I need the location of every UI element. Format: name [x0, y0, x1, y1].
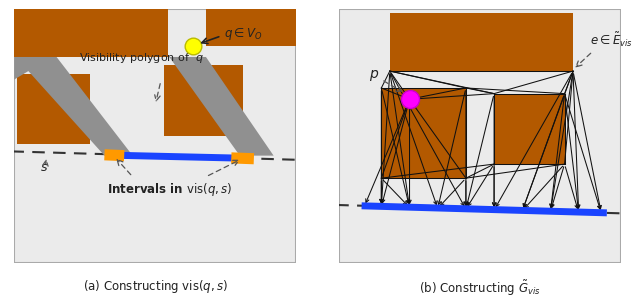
- Bar: [206, 8, 299, 46]
- Bar: [381, 88, 466, 178]
- Bar: [494, 94, 564, 164]
- Polygon shape: [14, 57, 132, 156]
- Text: (a) Constructing $\mathrm{vis}(q, s)$: (a) Constructing $\mathrm{vis}(q, s)$: [83, 278, 228, 295]
- Text: $q \in V_O$: $q \in V_O$: [224, 27, 263, 42]
- Bar: [164, 66, 243, 136]
- Text: Intervals in $\mathrm{vis}(q,s)$: Intervals in $\mathrm{vis}(q,s)$: [107, 181, 232, 198]
- Text: $p$: $p$: [369, 68, 379, 83]
- Polygon shape: [170, 57, 273, 156]
- Text: $e \in \tilde{E}_{vis}$: $e \in \tilde{E}_{vis}$: [590, 31, 633, 49]
- Bar: [13, 8, 168, 57]
- Bar: [17, 74, 90, 144]
- Text: (b) Constructing $\tilde{G}_{vis}$: (b) Constructing $\tilde{G}_{vis}$: [419, 278, 541, 297]
- Text: Visibility polygon of  $q$: Visibility polygon of $q$: [79, 51, 204, 66]
- Bar: [390, 13, 573, 71]
- Text: $s$: $s$: [40, 161, 48, 174]
